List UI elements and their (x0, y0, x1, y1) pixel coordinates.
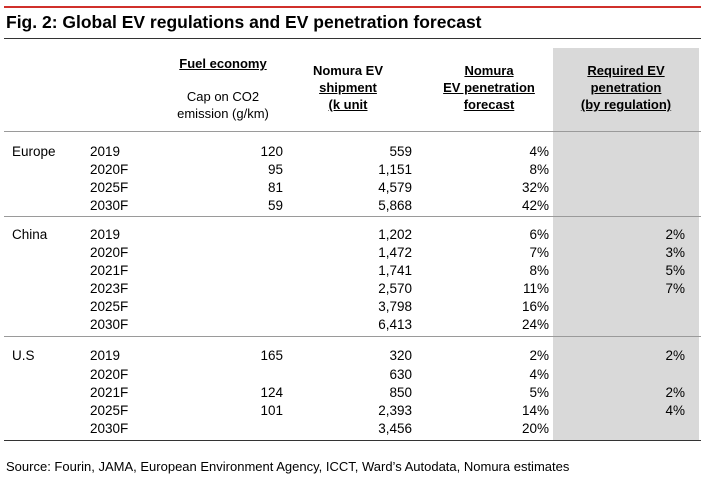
figure-title: Fig. 2: Global EV regulations and EV pen… (6, 12, 482, 32)
title-top-rule (4, 6, 701, 8)
table-row: 2023F 2,570 11% 7% (90, 281, 685, 296)
title-bottom-rule (4, 38, 701, 39)
required-penetration-column-shading (553, 48, 699, 440)
header-separator (4, 131, 701, 132)
table-row: U.S 2019 165 320 2% 2% (12, 348, 685, 363)
header-required-penetration: Required EV penetration (by regulation) (580, 63, 672, 112)
table-row: 2021F 1,741 8% 5% (90, 263, 685, 278)
table-row: 2030F 3,456 20% (90, 421, 549, 436)
table-row: 2020F 95 1,151 8% (90, 162, 549, 177)
source-note: Source: Fourin, JAMA, European Environme… (6, 459, 570, 474)
header-shipment: Nomura EV shipment (k unit (312, 63, 384, 112)
table-row: 2030F 6,413 24% (90, 317, 549, 332)
table-row: Europe 2019 120 559 4% (12, 144, 549, 159)
section-separator (4, 216, 701, 217)
table-row: 2025F 101 2,393 14% 4% (90, 403, 685, 418)
header-cap-co2: Cap on CO2 emission (g/km) (177, 89, 269, 121)
table-row: 2020F 1,472 7% 3% (90, 245, 685, 260)
table-row: 2020F 630 4% (90, 367, 549, 382)
header-ev-forecast: Nomura EV penetration forecast (443, 63, 535, 112)
table-row: 2025F 81 4,579 32% (90, 180, 549, 195)
header-fuel-economy: Fuel economy (179, 56, 267, 71)
table-bottom-rule (4, 440, 701, 441)
table-row: 2021F 124 850 5% 2% (90, 385, 685, 400)
table-row: 2025F 3,798 16% (90, 299, 549, 314)
section-separator (4, 336, 701, 337)
table-row: 2030F 59 5,868 42% (90, 198, 549, 213)
table-row: China 2019 1,202 6% 2% (12, 227, 685, 242)
